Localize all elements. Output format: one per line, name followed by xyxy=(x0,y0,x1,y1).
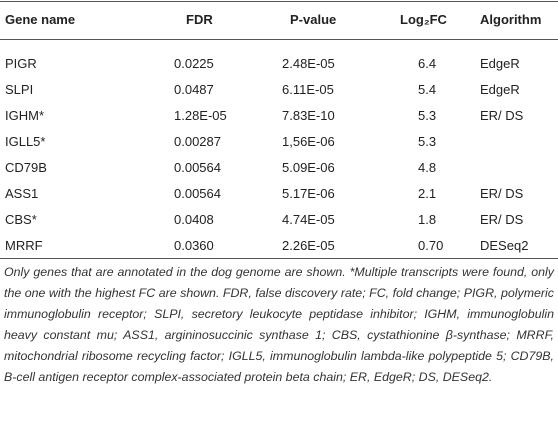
p-value-cell: 2.48E-05 xyxy=(282,56,335,71)
column-header: Gene name xyxy=(5,12,76,27)
header-rule xyxy=(0,39,558,40)
gene-name-cell: ASS1 xyxy=(5,186,39,201)
column-header: FDR xyxy=(186,12,213,27)
p-value-cell: 1,56E-06 xyxy=(282,134,335,149)
p-value-cell: 7.83E-10 xyxy=(282,108,335,123)
log2fc-cell: 4.8 xyxy=(418,160,437,175)
gene-name-cell: CBS* xyxy=(5,212,37,227)
column-header: Algorithm xyxy=(480,12,542,27)
algorithm-cell: DESeq2 xyxy=(480,238,529,253)
p-value-cell: 4.74E-05 xyxy=(282,212,335,227)
fdr-cell: 0.0225 xyxy=(174,56,214,71)
gene-name-cell: MRRF xyxy=(5,238,43,253)
log2fc-cell: 5.3 xyxy=(418,134,437,149)
log2fc-cell: 5.4 xyxy=(418,82,437,97)
top-rule xyxy=(0,1,558,2)
algorithm-cell: ER/ DS xyxy=(480,186,524,201)
bottom-rule xyxy=(0,258,558,259)
column-header: Log₂FC xyxy=(400,12,447,27)
fdr-cell: 0.00564 xyxy=(174,160,221,175)
fdr-cell: 0.0487 xyxy=(174,82,214,97)
p-value-cell: 5.17E-06 xyxy=(282,186,335,201)
p-value-cell: 6.11E-05 xyxy=(282,82,334,97)
fdr-cell: 1.28E-05 xyxy=(174,108,227,123)
algorithm-cell: EdgeR xyxy=(480,82,520,97)
log2fc-cell: 6.4 xyxy=(418,56,437,71)
gene-name-cell: PIGR xyxy=(5,56,37,71)
fdr-cell: 0.00287 xyxy=(174,134,221,149)
gene-name-cell: IGLL5* xyxy=(5,134,46,149)
gene-name-cell: CD79B xyxy=(5,160,47,175)
gene-name-cell: IGHM* xyxy=(5,108,44,123)
fdr-cell: 0.0360 xyxy=(174,238,214,253)
algorithm-cell: ER/ DS xyxy=(480,108,524,123)
algorithm-cell: ER/ DS xyxy=(480,212,524,227)
log2fc-cell: 2.1 xyxy=(418,186,437,201)
gene-name-cell: SLPI xyxy=(5,82,34,97)
algorithm-cell: EdgeR xyxy=(480,56,520,71)
footnote: Only genes that are annotated in the dog… xyxy=(4,265,554,384)
log2fc-cell: 1.8 xyxy=(418,212,437,227)
fdr-cell: 0.0408 xyxy=(174,212,214,227)
p-value-cell: 5.09E-06 xyxy=(282,160,335,175)
p-value-cell: 2.26E-05 xyxy=(282,238,335,253)
log2fc-cell: 0.70 xyxy=(418,238,444,253)
log2fc-cell: 5.3 xyxy=(418,108,437,123)
column-header: P-value xyxy=(290,12,337,27)
fdr-cell: 0.00564 xyxy=(174,186,221,201)
